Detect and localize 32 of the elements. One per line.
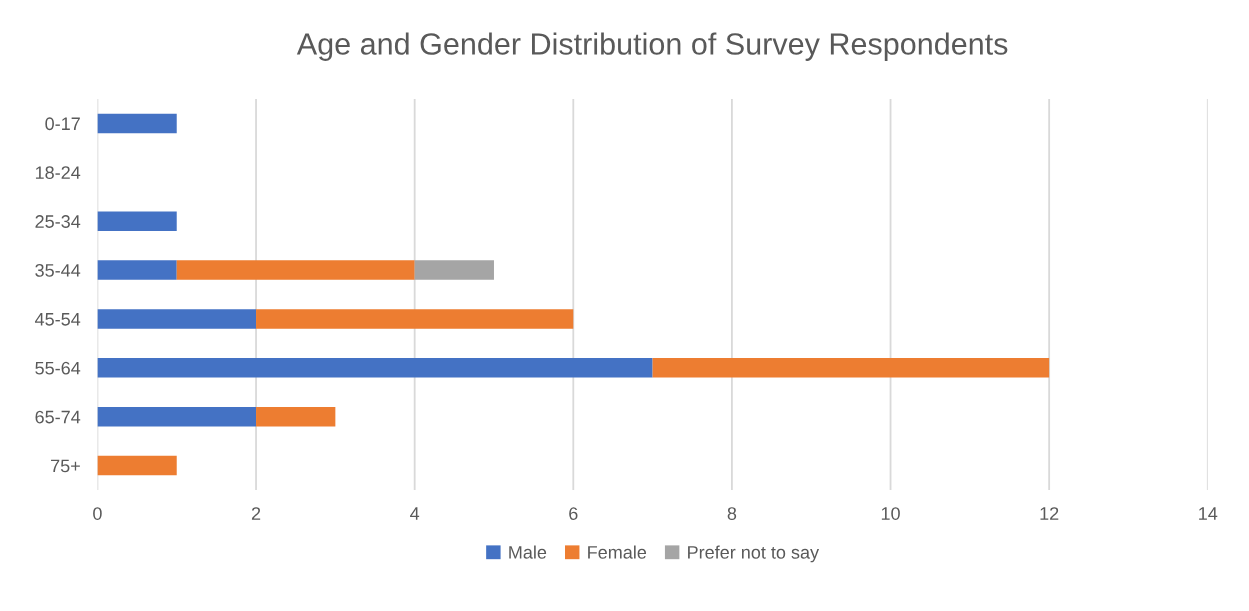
bar — [652, 358, 1050, 378]
x-tick-label: 12 — [1040, 507, 1059, 520]
x-tick-label: 6 — [569, 507, 578, 520]
x-tick-label: 2 — [251, 507, 261, 520]
x-tick-label: 8 — [727, 507, 737, 520]
legend-label: Male — [509, 545, 547, 559]
bar — [414, 260, 494, 280]
y-tick-label: 35-44 — [35, 264, 81, 277]
bar — [176, 260, 415, 280]
bar — [97, 358, 653, 378]
bar — [256, 309, 574, 329]
bar — [97, 455, 177, 476]
y-tick-label: 65-74 — [35, 410, 81, 424]
x-tick-label: 10 — [881, 507, 900, 520]
bar — [97, 309, 257, 329]
bar — [97, 406, 257, 427]
bar — [97, 113, 177, 134]
legend-label: Prefer not to say — [688, 545, 820, 563]
bar — [97, 211, 177, 231]
y-tick-label: 55-64 — [35, 361, 81, 375]
y-tick-label: 75+ — [51, 459, 80, 473]
y-tick-label: 45-54 — [35, 313, 81, 326]
y-tick-label: 0-17 — [45, 117, 80, 131]
x-tick-label: 0 — [93, 507, 102, 520]
x-tick-label: 14 — [1199, 507, 1218, 520]
legend-label: Female — [588, 545, 647, 559]
x-tick-label: 4 — [410, 507, 420, 520]
chart-title: Age and Gender Distribution of Survey Respondents — [296, 32, 1008, 61]
bar — [256, 406, 336, 427]
y-tick-label: 25-34 — [35, 215, 81, 228]
bar — [97, 260, 177, 280]
y-tick-label: 18-24 — [35, 166, 81, 180]
